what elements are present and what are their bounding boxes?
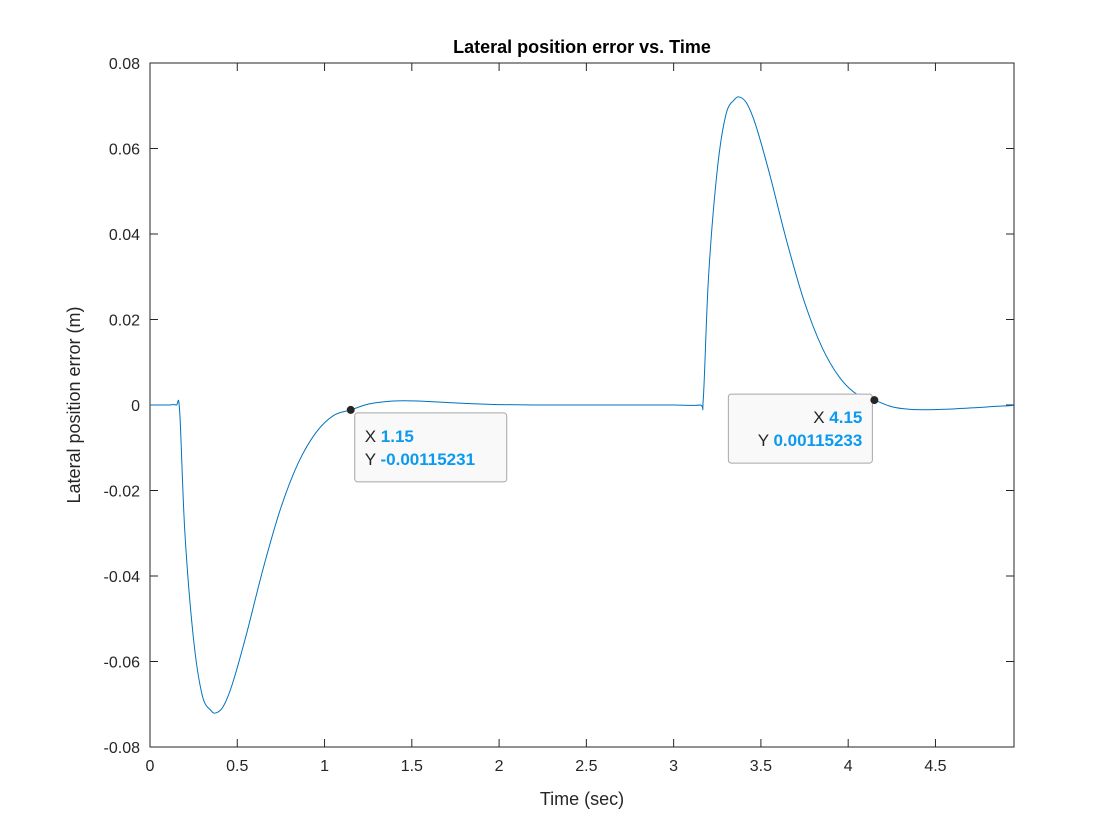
y-tick-label: 0.08 xyxy=(109,56,140,73)
y-tick-label: 0.04 xyxy=(109,227,140,244)
datatip-value: 1.15 xyxy=(381,427,414,446)
datatip-text: X 1.15 xyxy=(365,427,414,446)
datatip-value: -0.00115231 xyxy=(380,450,475,469)
y-axis-label: Lateral position error (m) xyxy=(64,306,84,503)
datatip-key: Y xyxy=(758,431,774,450)
datatip[interactable]: X 1.15Y -0.00115231 xyxy=(346,405,508,483)
x-tick-label: 0.5 xyxy=(226,758,248,775)
x-tick-label: 4 xyxy=(844,758,853,775)
x-tick-label: 2.5 xyxy=(575,758,597,775)
x-axis-label: Time (sec) xyxy=(540,789,624,809)
y-tick-label: 0.06 xyxy=(109,142,140,159)
datatip-marker[interactable] xyxy=(346,405,355,414)
y-tick-label: -0.06 xyxy=(104,655,141,672)
x-tick-label: 3.5 xyxy=(750,758,772,775)
x-tick-label: 0 xyxy=(146,758,155,775)
datatip[interactable]: X 4.15 Y 0.00115233 xyxy=(727,393,879,464)
datatip-text: Y 0.00115233 xyxy=(758,431,863,450)
chart-title: Lateral position error vs. Time xyxy=(453,37,711,57)
y-tick-label: -0.02 xyxy=(104,484,141,501)
datatip-value: 4.15 xyxy=(829,408,862,427)
x-tick-label: 1 xyxy=(320,758,329,775)
x-tick-label: 2 xyxy=(495,758,504,775)
datatip-marker[interactable] xyxy=(870,396,879,405)
x-tick-label: 3 xyxy=(669,758,678,775)
y-tick-label: 0 xyxy=(131,398,140,415)
x-tick-label: 1.5 xyxy=(401,758,423,775)
x-tick-label: 4.5 xyxy=(924,758,946,775)
datatip-value: 0.00115233 xyxy=(773,431,862,450)
datatip-key: Y xyxy=(365,450,381,469)
datatip-text: Y -0.00115231 xyxy=(365,450,475,469)
datatip-text: X 4.15 xyxy=(813,408,862,427)
datatip-box xyxy=(354,412,508,483)
datatip-key: X xyxy=(813,408,829,427)
y-tick-label: 0.02 xyxy=(109,313,140,330)
datatip-key: X xyxy=(365,427,381,446)
datatip-box xyxy=(727,393,873,464)
y-tick-label: -0.04 xyxy=(104,569,141,586)
y-tick-label: -0.08 xyxy=(104,740,141,757)
ticks-layer: 0 0.5 1 1.5 2 2.5 3 3.5 4 4.5 0.08 0.06 0.04 0.02 0 -0.… xyxy=(104,56,1014,775)
